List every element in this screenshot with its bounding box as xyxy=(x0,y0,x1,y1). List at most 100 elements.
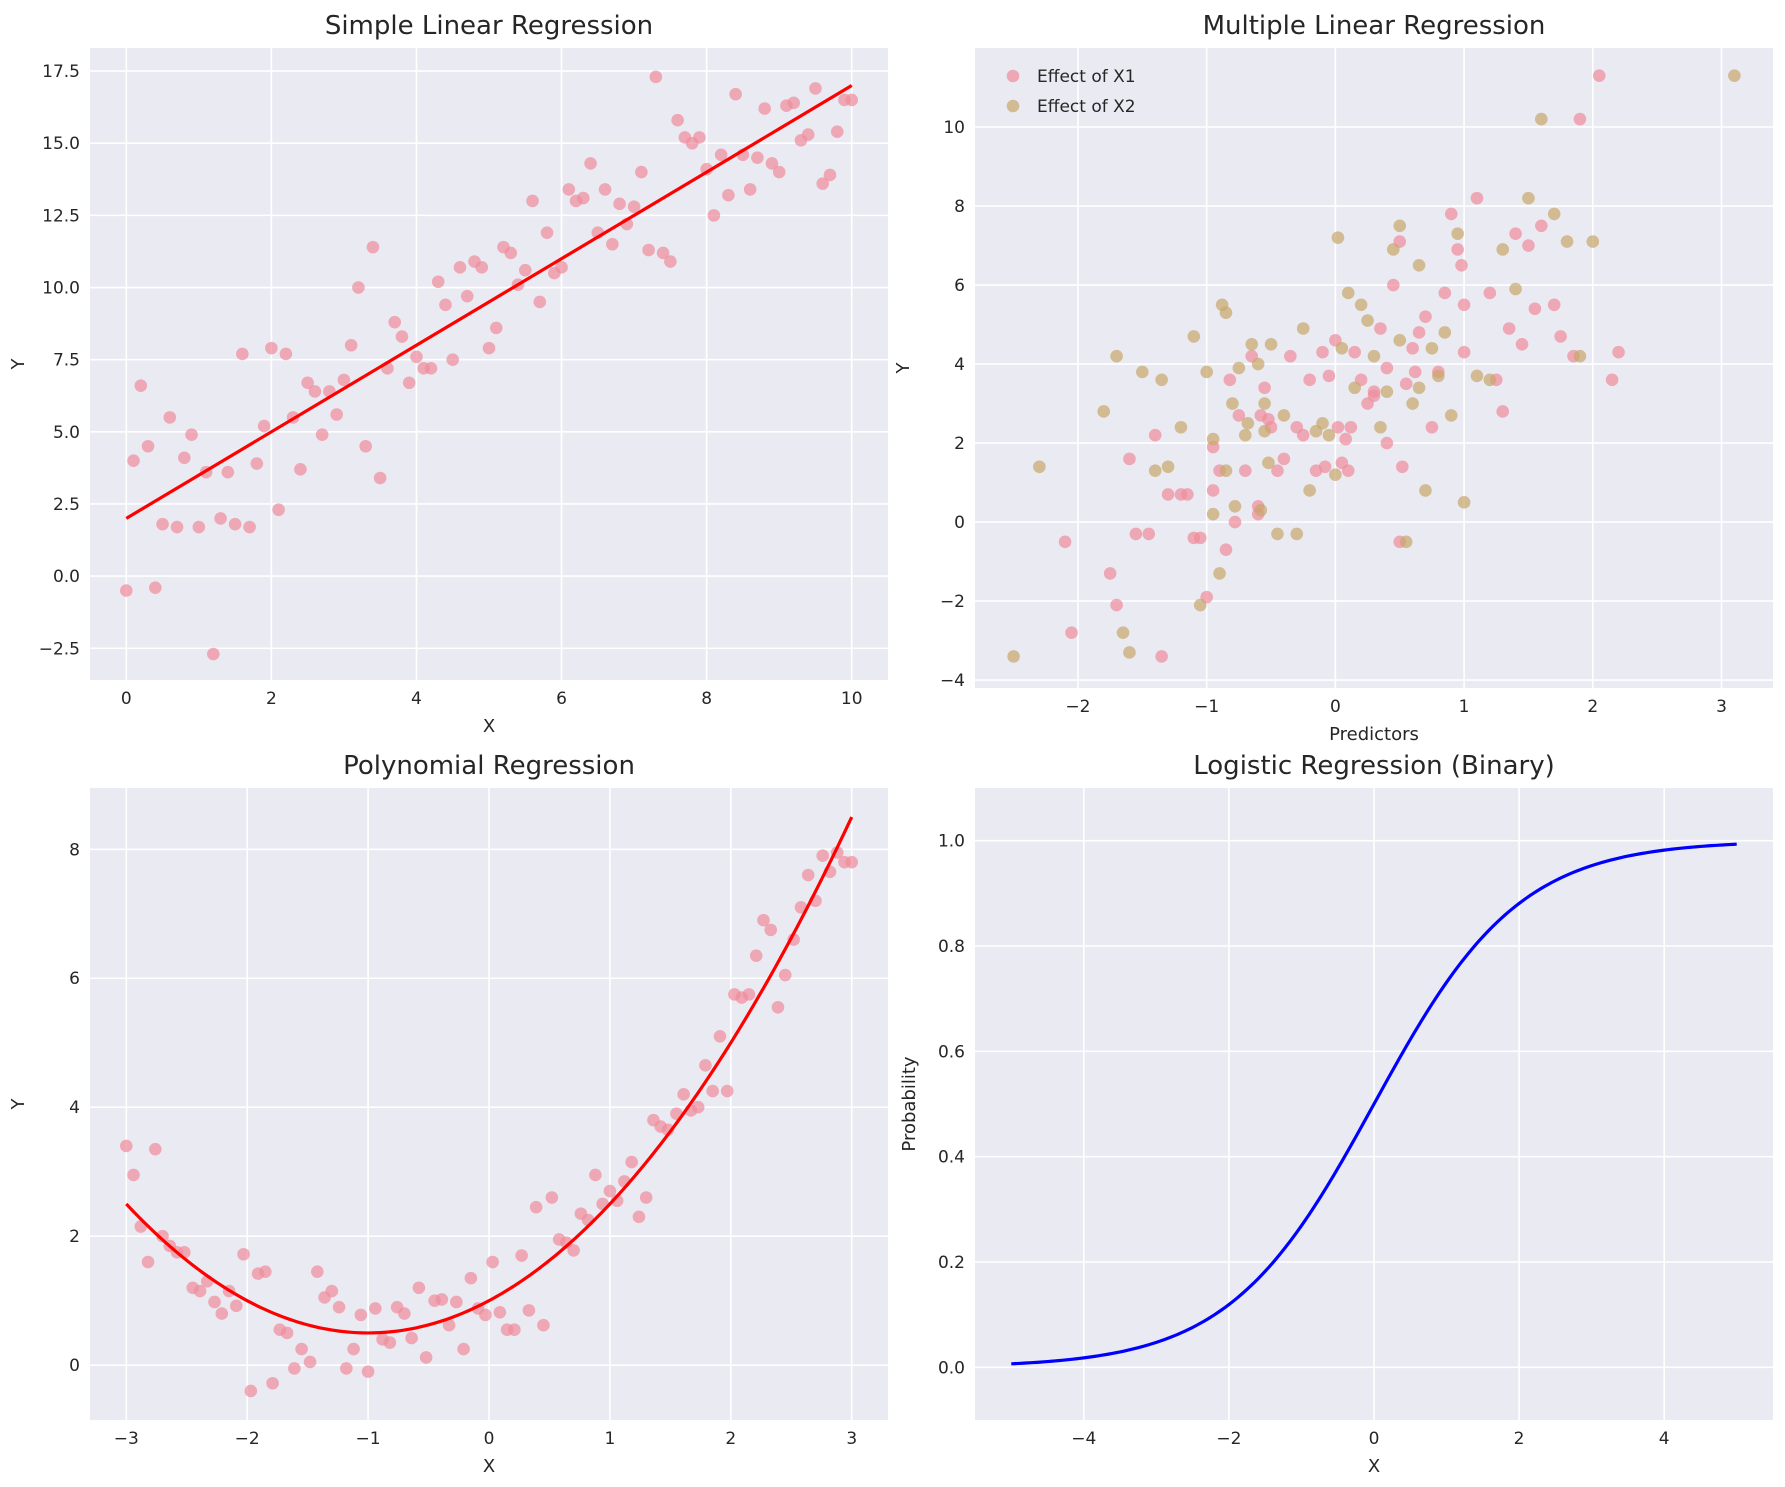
data-point xyxy=(515,1249,528,1262)
data-point xyxy=(460,289,474,303)
x-tick-label: 4 xyxy=(1659,1429,1670,1449)
data-point xyxy=(405,1331,418,1345)
data-point xyxy=(1065,626,1078,639)
legend-label: Effect of X1 xyxy=(1037,67,1136,87)
x-tick-label: −2 xyxy=(1065,697,1090,717)
data-point xyxy=(1412,258,1426,272)
data-point xyxy=(1483,286,1497,300)
chart-title: Simple Linear Regression xyxy=(325,11,653,41)
data-point xyxy=(1290,527,1304,541)
data-point xyxy=(801,128,815,141)
data-point xyxy=(1444,207,1458,221)
data-point xyxy=(315,428,329,442)
data-point xyxy=(1296,322,1310,335)
data-point xyxy=(1483,373,1497,387)
data-point xyxy=(714,148,728,162)
data-point xyxy=(1136,365,1149,379)
data-point xyxy=(207,647,220,661)
data-point xyxy=(294,463,307,476)
data-point xyxy=(1318,460,1332,474)
data-point xyxy=(1455,258,1468,272)
data-point xyxy=(801,868,815,882)
data-point xyxy=(1258,381,1271,395)
data-point xyxy=(1193,598,1207,612)
x-tick-label: 1 xyxy=(1459,697,1470,717)
x-tick-label: −2 xyxy=(1216,1429,1241,1449)
data-point xyxy=(1181,488,1194,501)
y-tick-label: 0.2 xyxy=(938,1253,965,1273)
data-point xyxy=(354,1308,368,1322)
data-point xyxy=(1399,377,1413,391)
data-point xyxy=(1223,373,1237,387)
data-point xyxy=(635,165,648,179)
data-point xyxy=(1612,345,1625,359)
data-point xyxy=(1254,503,1268,517)
data-point xyxy=(845,855,859,869)
data-point xyxy=(1438,286,1452,300)
data-point xyxy=(1258,424,1271,438)
x-tick-label: 4 xyxy=(411,689,422,709)
data-point xyxy=(1335,341,1349,355)
x-tick-label: −2 xyxy=(235,1429,260,1449)
data-point xyxy=(1605,373,1619,387)
data-point xyxy=(1110,598,1123,612)
data-point xyxy=(442,1318,456,1332)
data-point xyxy=(567,1244,580,1257)
y-axis-label: Y xyxy=(893,362,914,375)
data-point xyxy=(1213,567,1226,580)
data-point xyxy=(361,1365,375,1378)
data-point xyxy=(1367,349,1381,363)
data-point xyxy=(649,70,663,84)
data-point xyxy=(699,1059,712,1072)
y-tick-label: 12.5 xyxy=(42,206,80,226)
data-point xyxy=(1344,420,1358,434)
data-point xyxy=(1161,488,1175,501)
data-point xyxy=(823,168,837,182)
data-point xyxy=(1728,69,1741,82)
data-point xyxy=(1361,314,1374,327)
data-point xyxy=(193,1284,207,1298)
data-point xyxy=(1393,219,1407,233)
data-point xyxy=(778,968,792,982)
x-tick-label: 2 xyxy=(725,1429,736,1449)
data-point xyxy=(627,200,641,214)
data-point xyxy=(1116,626,1130,639)
data-point xyxy=(221,465,235,479)
data-point xyxy=(1219,306,1233,319)
data-point xyxy=(584,157,597,170)
data-point xyxy=(693,131,706,144)
data-point xyxy=(402,376,416,390)
data-point xyxy=(1129,527,1143,541)
y-tick-label: 2.5 xyxy=(53,495,80,515)
data-point xyxy=(577,191,590,205)
data-point xyxy=(373,471,387,485)
data-point xyxy=(464,1271,478,1285)
data-point xyxy=(1560,235,1574,248)
data-point xyxy=(1522,191,1535,205)
data-point xyxy=(439,298,452,312)
data-point xyxy=(265,341,278,355)
data-point xyxy=(1341,286,1355,300)
chart-title: Logistic Regression (Binary) xyxy=(1193,751,1555,781)
data-point xyxy=(419,1351,433,1364)
series-effect-of-x2 xyxy=(1007,69,1741,663)
data-point xyxy=(352,281,365,294)
data-point xyxy=(533,295,547,309)
data-point xyxy=(141,439,155,453)
x-tick-label: 0 xyxy=(1330,697,1341,717)
data-point xyxy=(1419,310,1432,323)
data-point xyxy=(606,237,619,251)
data-point xyxy=(1303,484,1316,497)
data-point xyxy=(1522,239,1535,252)
data-point xyxy=(845,93,859,107)
y-axis-label: Y xyxy=(8,1098,29,1111)
data-point xyxy=(765,157,779,170)
data-point xyxy=(347,1342,360,1356)
data-point xyxy=(156,517,169,531)
data-point xyxy=(1444,409,1458,422)
data-point xyxy=(366,240,380,254)
data-point xyxy=(337,373,351,387)
data-point xyxy=(340,1362,353,1375)
data-point xyxy=(332,1300,346,1314)
data-point xyxy=(325,1284,339,1298)
